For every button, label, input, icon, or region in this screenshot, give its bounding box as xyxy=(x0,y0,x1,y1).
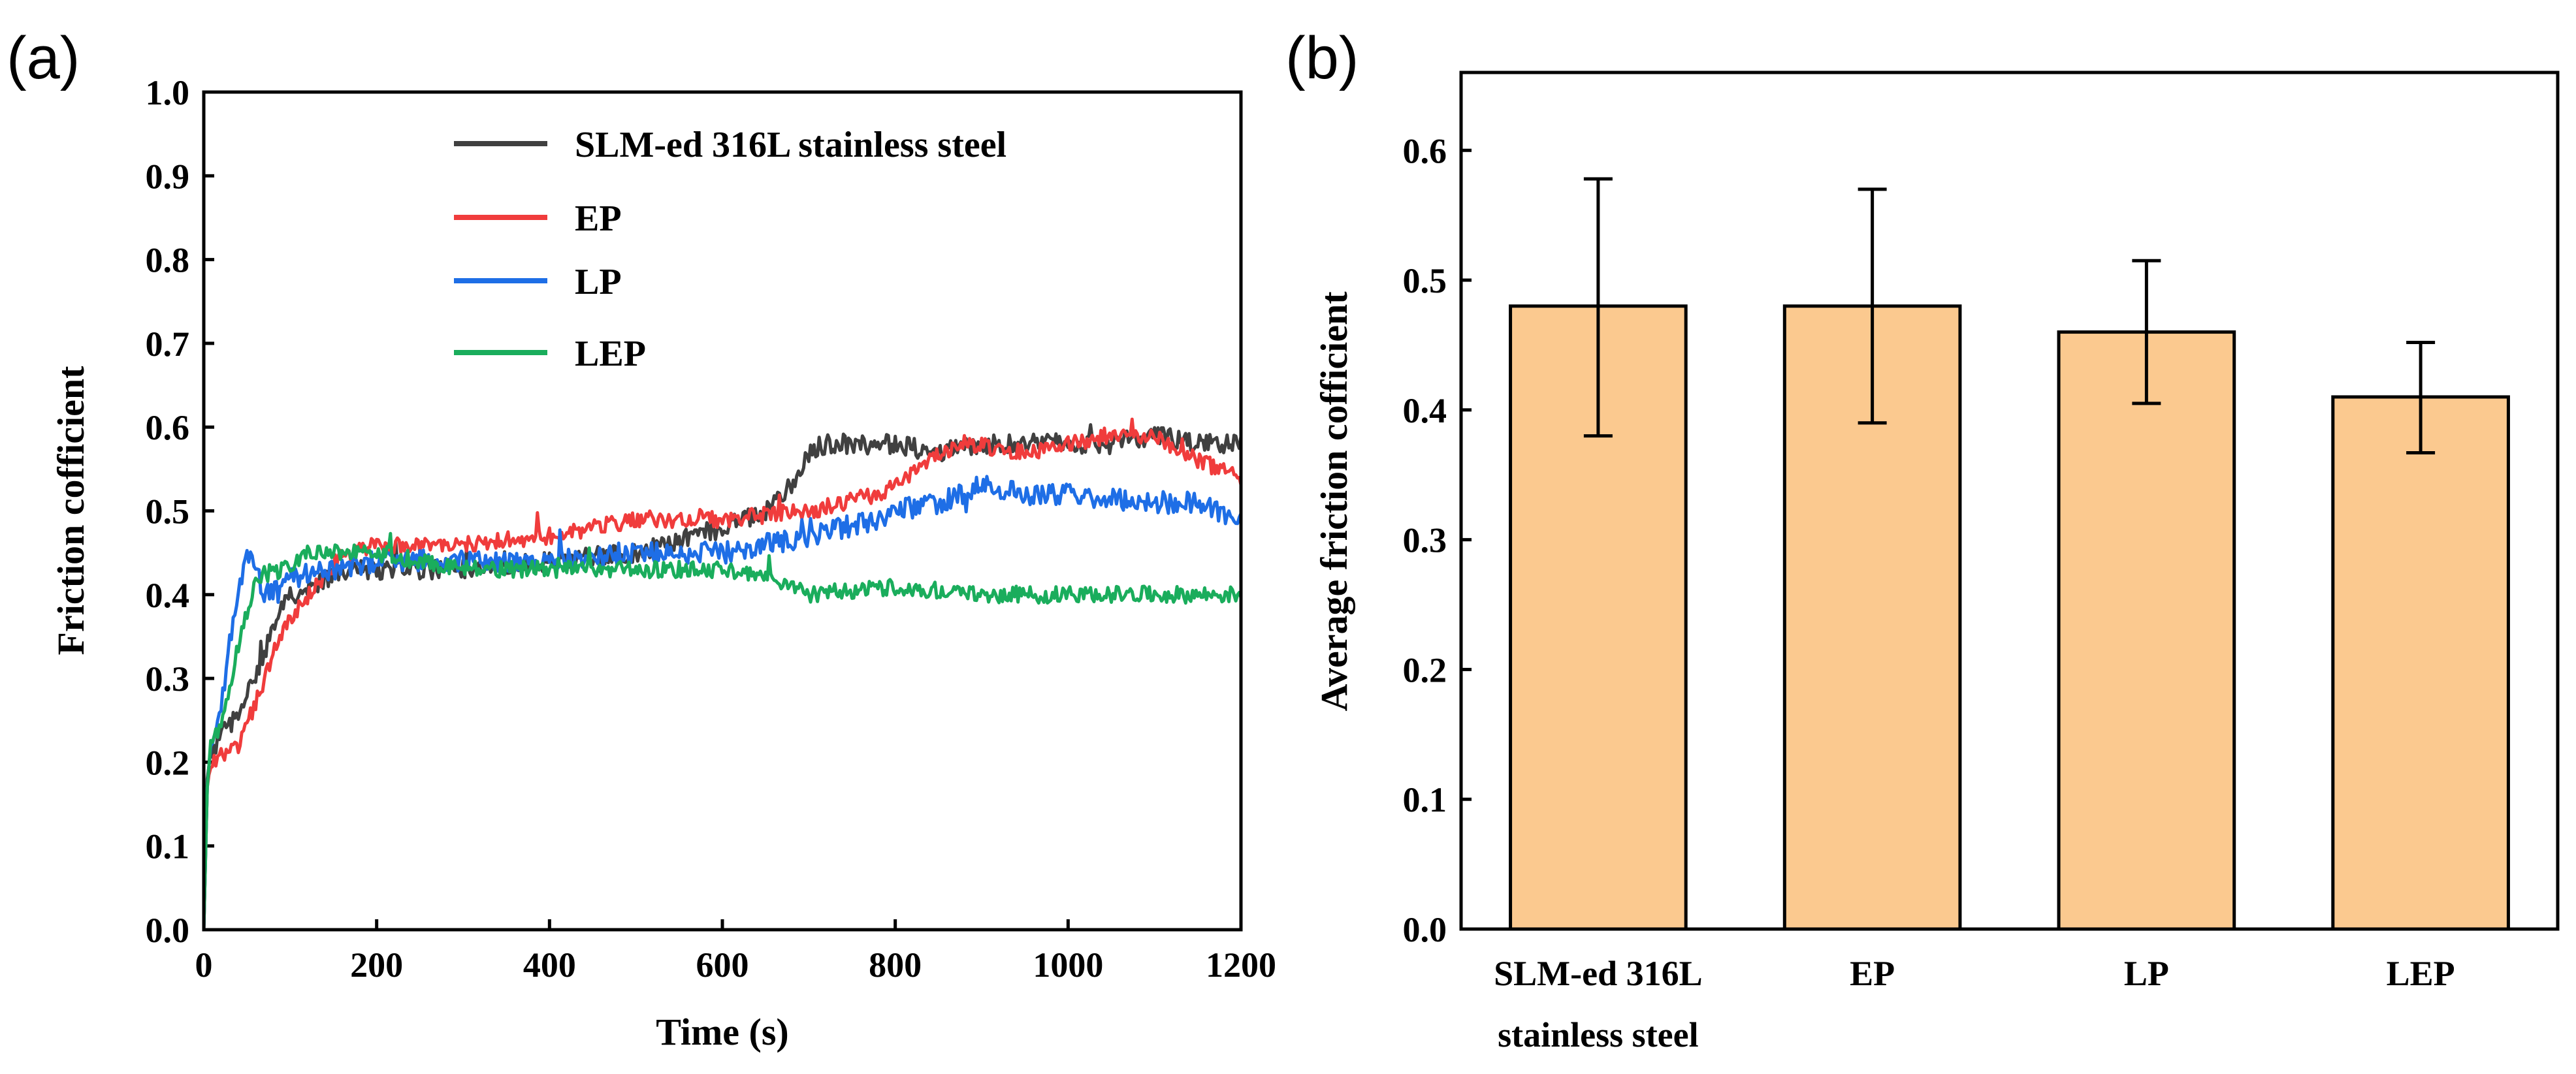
panel-b-frame xyxy=(1459,71,2560,931)
series-line-ep xyxy=(204,417,1241,930)
panel-a: (a) 0.0 0.1 0.2 0.3 0.4 0.5 0.6 0.7 0.8 0.9 1.0 0 2… xyxy=(7,25,1276,1053)
panel-b-y-tick-label: 0.6 xyxy=(1403,131,1447,170)
series-line-slm-ed-316l-stainless-steel xyxy=(204,423,1241,930)
panel-a-y-tick-label: 0.0 xyxy=(146,911,190,950)
panel-b-x-tick-label-line2: stainless steel xyxy=(1498,1015,1698,1054)
legend-item-slm: SLM-ed 316L stainless steel xyxy=(454,125,1006,165)
panel-a-x-tick-label: 200 xyxy=(350,945,403,985)
panel-a-x-tick-label: 1200 xyxy=(1206,945,1276,985)
panel-a-y-tick-label: 0.6 xyxy=(146,408,190,447)
legend-label-lep: LEP xyxy=(575,334,646,374)
legend-label-ep: EP xyxy=(575,198,622,239)
panel-a-y-tick-label: 0.2 xyxy=(146,743,190,782)
panel-b-label: (b) xyxy=(1285,25,1359,91)
panel-b-y-tick-label: 0.5 xyxy=(1403,261,1447,300)
bar xyxy=(2331,395,2510,931)
panel-a-tickmarks xyxy=(202,90,1243,932)
bar xyxy=(2057,330,2236,931)
panel-b-y-tick-labels: 0.0 0.1 0.2 0.3 0.4 0.5 0.6 xyxy=(1403,131,1447,949)
legend-label-lp: LP xyxy=(575,262,622,302)
panel-a-frame xyxy=(202,90,1243,932)
panel-b-y-tick-label: 0.1 xyxy=(1403,780,1447,819)
panel-a-plot-area xyxy=(204,417,1241,930)
panel-a-y-axis-label: Friction cofficient xyxy=(50,366,92,655)
legend-label-slm: SLM-ed 316L stainless steel xyxy=(575,125,1006,165)
legend-item-lep: LEP xyxy=(454,334,646,374)
series-line-lep xyxy=(204,531,1241,930)
panel-b-error-bars xyxy=(1583,177,2436,454)
panel-b-x-tick-label: LEP xyxy=(2387,954,2455,993)
panel-a-x-tick-label: 1000 xyxy=(1033,945,1103,985)
panel-b-x-tick-labels: SLM-ed 316L stainless steel EP LP LEP xyxy=(1494,954,2455,1054)
panel-b-y-tick-label: 0.4 xyxy=(1403,391,1447,430)
panel-b-y-tick-label: 0.0 xyxy=(1403,910,1447,949)
panel-a-y-tick-label: 0.4 xyxy=(146,576,190,615)
panel-a-y-tick-label: 0.7 xyxy=(146,324,190,364)
panel-a-label: (a) xyxy=(7,25,80,91)
panel-b-bars xyxy=(1509,304,2510,931)
panel-a-x-axis-label: Time (s) xyxy=(656,1011,789,1053)
panel-a-y-tick-labels: 0.0 0.1 0.2 0.3 0.4 0.5 0.6 0.7 0.8 0.9 1.0 xyxy=(146,73,190,950)
panel-a-y-tick-label: 0.5 xyxy=(146,492,190,531)
panel-b-y-tick-label: 0.3 xyxy=(1403,521,1447,560)
panel-b-x-tick-label: LP xyxy=(2124,954,2169,993)
panel-b: (b) 0.0 0.1 0.2 0.3 0.4 0.5 0.6 SLM-ed 316L sta… xyxy=(1285,25,2560,1054)
panel-a-y-tick-label: 0.3 xyxy=(146,659,190,699)
panel-a-y-tick-label: 1.0 xyxy=(146,73,190,112)
panel-a-x-tick-labels: 0 200 400 600 800 1000 1200 xyxy=(195,945,1277,985)
panel-a-y-tick-label: 0.1 xyxy=(146,827,190,866)
panel-a-x-tick-label: 400 xyxy=(523,945,576,985)
panel-b-y-tick-label: 0.2 xyxy=(1403,650,1447,689)
panel-a-legend: SLM-ed 316L stainless steel EP LP LEP xyxy=(454,125,1006,374)
panel-a-x-tick-label: 600 xyxy=(696,945,749,985)
panel-a-x-tick-label: 800 xyxy=(869,945,922,985)
panel-b-y-axis-label: Average friction cofficient xyxy=(1313,291,1355,712)
panel-a-y-tick-label: 0.9 xyxy=(146,157,190,196)
panel-b-x-tick-label: EP xyxy=(1850,954,1895,993)
legend-item-lp: LP xyxy=(454,262,622,302)
series-line-lp xyxy=(204,475,1241,930)
panel-a-y-tick-label: 0.8 xyxy=(146,241,190,280)
panel-a-x-tick-label: 0 xyxy=(195,945,213,985)
legend-item-ep: EP xyxy=(454,198,622,239)
panel-b-x-tick-label: SLM-ed 316L xyxy=(1494,954,1703,993)
